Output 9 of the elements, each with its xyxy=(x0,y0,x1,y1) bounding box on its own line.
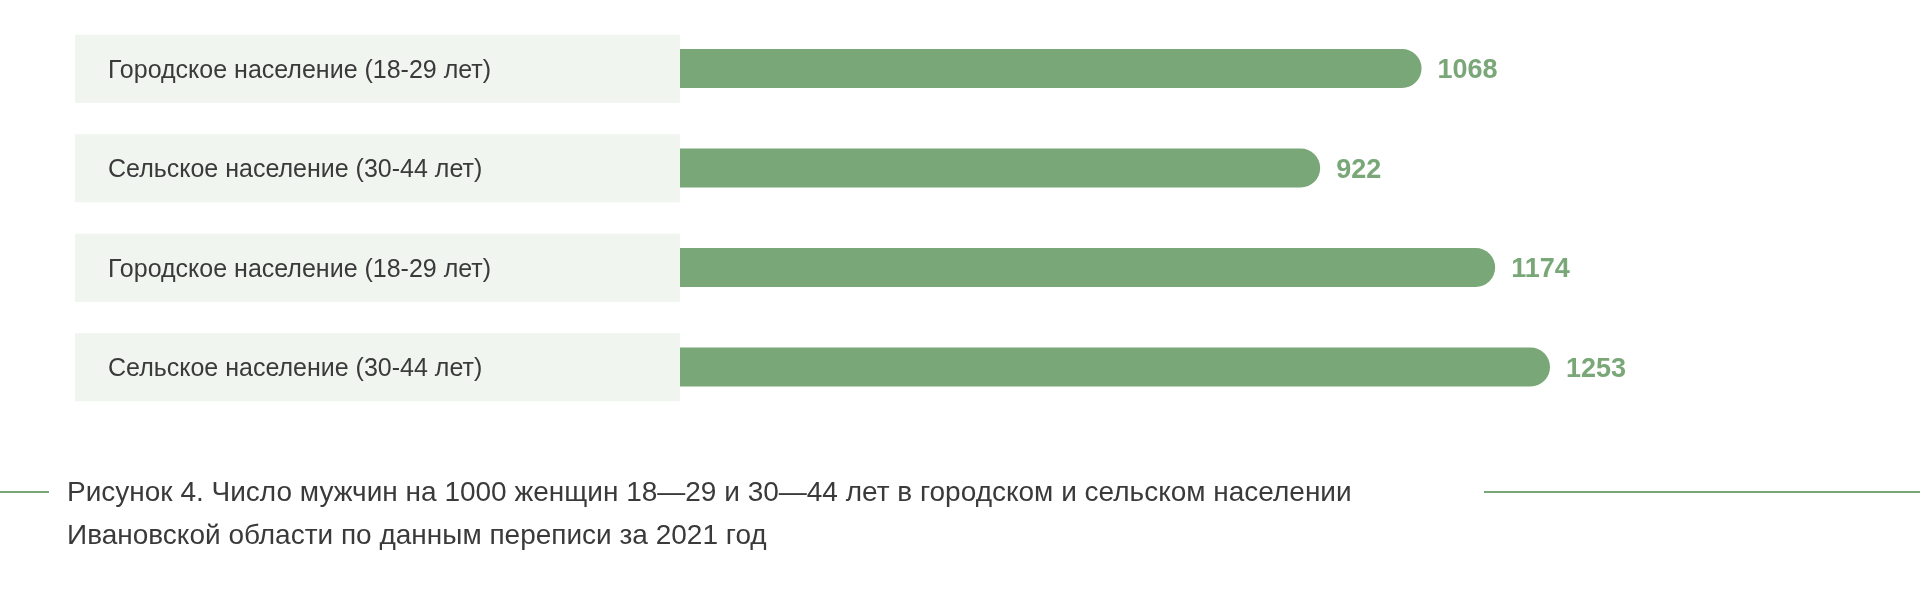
y-tick-label: Городское население (18-29 лет) xyxy=(108,253,492,282)
y-tick-label: Городское население (18-29 лет) xyxy=(108,54,492,83)
data-label: 1068 xyxy=(1437,54,1498,85)
data-label: 1253 xyxy=(1566,352,1627,383)
data-label: 1174 xyxy=(1511,253,1570,284)
data-label: 922 xyxy=(1336,153,1382,184)
y-tick-label: Сельское население (30-44 лет) xyxy=(108,353,483,381)
y-tick-label: Сельское население (30-44 лет) xyxy=(108,154,483,182)
text: Рисунок 4. Число мужчин на 1000 женщин 18—29 и 30—44 лет в городском и сельском населении Ивановской области по данным переписи за 2021 год xyxy=(67,475,1353,552)
